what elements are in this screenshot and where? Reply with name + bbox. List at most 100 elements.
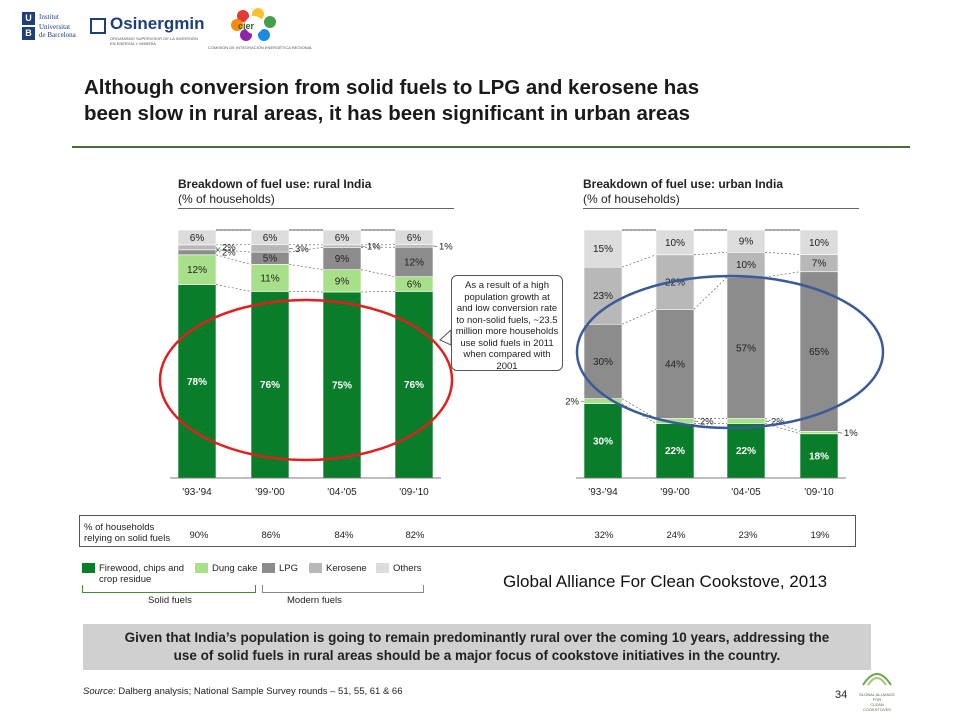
rural-bar-others: [394, 229, 434, 246]
source-label: Source:: [83, 686, 116, 697]
legend-swatch-kerosene: [309, 563, 322, 574]
urban-data-label: 10%: [736, 260, 756, 271]
osinergmin-name: Osinergmin: [110, 14, 205, 33]
gacc-text: GLOBAL ALLIANCE FOR CLEAN COOKSTOVES: [857, 692, 897, 712]
households-label: % of households relying on solid fuels: [84, 522, 184, 544]
callout-box: As a result of a high population growth …: [451, 275, 563, 372]
urban-bar-firewood: [583, 403, 623, 479]
urban-x-tick-label: '09-'10: [804, 487, 834, 498]
urban-chart-rule: [583, 208, 859, 209]
callout-line: million more households: [455, 326, 559, 337]
rural-bar-firewood: [394, 291, 434, 479]
legend-label: Others: [393, 563, 422, 574]
urban-connector-line: [693, 276, 728, 310]
rural-connector-line: [288, 264, 324, 270]
urban-bar-firewood: [655, 423, 695, 479]
rural-bar-dung: [250, 264, 290, 292]
conclusion-banner: Given that India’s population is going t…: [83, 624, 871, 670]
urban-data-label: 10%: [809, 238, 829, 249]
rural-bar-firewood: [250, 291, 290, 479]
urban-highlight-ellipse: [575, 274, 885, 430]
households-value: 23%: [738, 530, 758, 541]
legend-label: LPG: [279, 563, 299, 574]
solid-fuels-bracket: [82, 585, 256, 593]
citation: Global Alliance For Clean Cookstove, 201…: [503, 572, 828, 591]
rural-bar-others: [322, 229, 362, 246]
rural-bar-dung: [177, 254, 217, 285]
rural-data-label: 11%: [260, 273, 279, 284]
osinergmin-subtitle: ORGANISMO SUPERVISOR DE LA INVERSIÓN EN …: [110, 36, 198, 46]
rural-label-leader: [432, 245, 438, 247]
rural-bar-lpg: [394, 246, 434, 277]
callout-line: use solid fuels in 2011: [460, 337, 554, 349]
rural-data-label: 12%: [404, 257, 424, 268]
urban-bar-others: [799, 229, 839, 255]
legend-label: Dung cake: [212, 563, 258, 574]
rural-bar-firewood: [177, 284, 217, 479]
households-value: 90%: [189, 530, 209, 541]
urban-bar-firewood: [799, 433, 839, 479]
urban-data-label: 9%: [739, 237, 754, 248]
urban-data-label: 30%: [593, 357, 613, 368]
rural-data-label: 5%: [263, 254, 278, 265]
legend-swatch-dung-cake: [195, 563, 208, 574]
callout-line: and low conversion rate: [456, 303, 558, 314]
rural-bar-kerosene: [177, 244, 217, 251]
legend-label: Kerosene: [326, 563, 367, 574]
urban-data-label: 10%: [665, 238, 685, 249]
ub-letter-b: B: [22, 27, 35, 40]
modern-fuels-label: Modern fuels: [287, 595, 342, 606]
households-value: 86%: [261, 530, 281, 541]
callout-line: As a result of a high: [465, 280, 549, 291]
urban-bar-dung: [726, 418, 766, 424]
rural-data-label: 9%: [335, 254, 350, 265]
rural-data-label: 2%: [222, 247, 236, 258]
households-label-line-2: relying on solid fuels: [84, 533, 171, 544]
urban-connector-line: [621, 309, 657, 325]
urban-data-label: 22%: [665, 278, 685, 289]
urban-data-label: 30%: [593, 436, 613, 447]
rural-x-tick-label: '93-'94: [182, 487, 212, 498]
callout-line: population growth at: [464, 291, 550, 303]
gacc-line: GLOBAL ALLIANCE FOR: [858, 692, 896, 702]
rural-label-leader: [360, 245, 366, 247]
ub-letter-u: U: [22, 12, 35, 25]
rural-connector-line: [360, 269, 396, 277]
urban-data-label: 57%: [736, 343, 756, 354]
households-value: 24%: [666, 530, 686, 541]
urban-connector-line: [621, 254, 657, 268]
rural-connector-line: [288, 291, 324, 293]
gacc-logo: GLOBAL ALLIANCE FOR CLEAN COOKSTOVES: [857, 665, 897, 712]
rural-bar-others: [177, 229, 217, 246]
urban-bar-lpg: [583, 323, 623, 399]
solid-fuels-label: Solid fuels: [148, 595, 192, 606]
urban-x-tick-label: '04-'05: [731, 487, 761, 498]
households-value: 32%: [594, 530, 614, 541]
rural-data-label: 1%: [367, 242, 381, 253]
rural-data-label: 1%: [439, 241, 453, 252]
legend-item-kerosene: Kerosene: [309, 563, 367, 574]
rural-connector-line: [215, 284, 252, 292]
rural-highlight-ellipse: [158, 298, 454, 462]
urban-bar-others: [655, 229, 695, 256]
urban-data-label: 44%: [665, 359, 685, 370]
urban-label-leader: [580, 400, 585, 402]
cier-subtitle: COMISIÓN DE INTEGRACIÓN ENERGÉTICA REGIO…: [208, 45, 313, 50]
urban-connector-line: [693, 252, 728, 256]
urban-data-label: 22%: [665, 446, 685, 457]
urban-bar-lpg: [799, 271, 839, 432]
rural-connector-line: [288, 247, 324, 253]
rural-data-label: 6%: [190, 233, 205, 244]
urban-bar-others: [583, 229, 623, 268]
rural-bar-kerosene: [322, 244, 362, 248]
rural-data-label: 78%: [187, 377, 207, 388]
households-label-line-1: % of households: [84, 522, 155, 533]
urban-label-leader: [693, 420, 699, 422]
rural-chart-title: Breakdown of fuel use: rural India: [178, 177, 372, 191]
urban-connector-line: [621, 398, 657, 419]
urban-data-label: 65%: [809, 347, 829, 358]
urban-bar-kerosene: [583, 266, 623, 325]
urban-label-leader: [837, 432, 843, 434]
callout-pointer: [439, 328, 452, 346]
legend-item-dung-cake: Dung cake: [195, 563, 257, 574]
